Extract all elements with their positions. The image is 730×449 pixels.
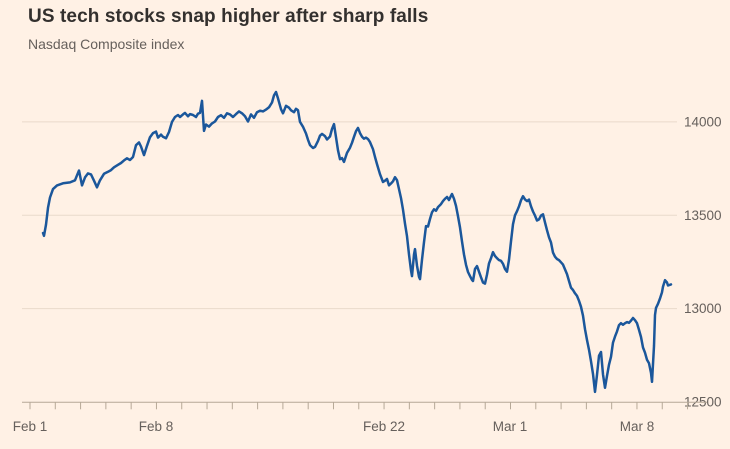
- x-axis-label: Feb 22: [363, 419, 405, 434]
- y-axis-label: 14000: [684, 114, 722, 129]
- chart-subtitle: Nasdaq Composite index: [28, 36, 185, 52]
- y-axis-label: 13500: [684, 208, 722, 223]
- chart-title: US tech stocks snap higher after sharp f…: [28, 6, 429, 27]
- x-axis-label: Feb 1: [13, 419, 48, 434]
- price-line: [41, 90, 673, 394]
- y-axis-label: 13000: [684, 301, 722, 316]
- x-axis-label: Mar 1: [493, 419, 528, 434]
- x-axis-label: Mar 8: [620, 419, 655, 434]
- x-axis-label: Feb 8: [139, 419, 174, 434]
